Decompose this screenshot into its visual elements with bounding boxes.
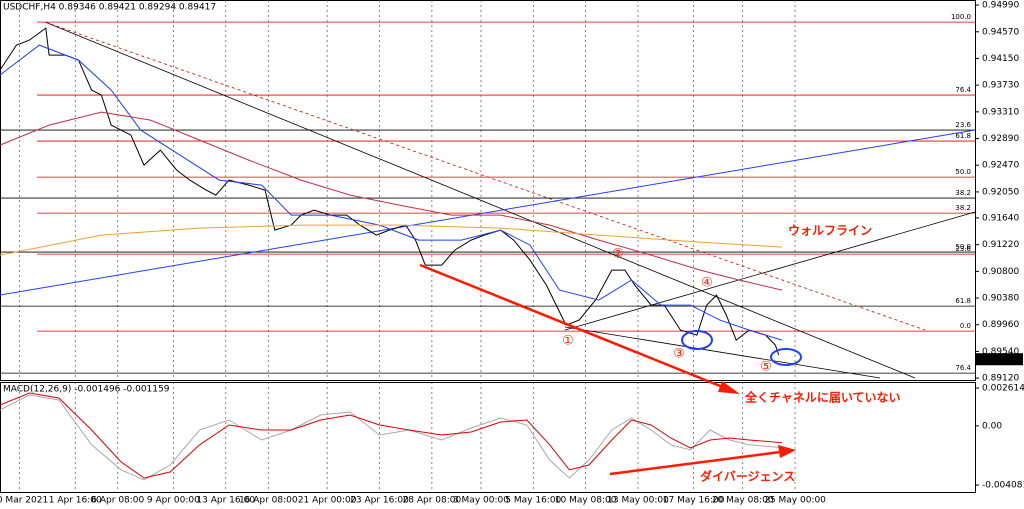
fib-label: 38.2 bbox=[955, 189, 971, 197]
y-tick-label: 0.90380 bbox=[982, 294, 1019, 304]
fib-label: 50.0 bbox=[955, 243, 971, 251]
y-tick-label: 0.00 bbox=[982, 421, 1002, 431]
fib-label: 61.8 bbox=[955, 132, 971, 140]
annotation: ウォルフライン bbox=[788, 224, 872, 238]
frame bbox=[0, 0, 976, 381]
annotation: ダイバージェンス bbox=[700, 469, 795, 484]
series-line bbox=[0, 224, 783, 256]
wave-label: ⑤ bbox=[760, 360, 772, 375]
x-tick-label: 9 Apr 00:00 bbox=[147, 496, 200, 506]
y-tick-label: 0.93730 bbox=[982, 81, 1019, 91]
fib-label: 23.6 bbox=[955, 121, 971, 129]
x-tick-label: 5 May 16:00 bbox=[505, 496, 561, 506]
x-tick-label: 1 Apr 16:00 bbox=[49, 496, 102, 506]
x-tick-label: 21 Apr 00:00 bbox=[298, 496, 357, 506]
y-tick-label: 0.92470 bbox=[982, 161, 1019, 171]
fib-label: 23.6 bbox=[955, 245, 971, 253]
fib-label: 61.8 bbox=[955, 297, 971, 305]
highlight bbox=[770, 348, 802, 366]
series-line bbox=[0, 44, 783, 341]
annotation: 全くチャネルに届いていない bbox=[744, 390, 901, 405]
y-tick-label: 0.92050 bbox=[982, 187, 1019, 197]
wave-label: ① bbox=[562, 334, 574, 349]
plot bbox=[0, 27, 783, 481]
price-label: 0.89417 bbox=[982, 355, 1019, 365]
fib-label: 100.0 bbox=[951, 13, 971, 21]
trend-line bbox=[44, 21, 916, 379]
y-tick-label: 0.92890 bbox=[982, 134, 1019, 144]
wolfe-line bbox=[564, 211, 976, 331]
x-tick-label: 20 May 08:00 bbox=[712, 496, 774, 506]
arrow bbox=[419, 263, 726, 390]
chart-title: USDCHF,H4 0.89346 0.89421 0.89294 0.8941… bbox=[3, 3, 216, 13]
x-tick-label: 3 May 00:00 bbox=[453, 496, 509, 506]
y-tick-label: 0.002614 bbox=[982, 384, 1024, 394]
x-tick-label: 16 Apr 08:00 bbox=[239, 496, 298, 506]
x-tick-label: 6 Apr 08:00 bbox=[91, 496, 144, 506]
x-tick-label: 13 May 00:00 bbox=[607, 496, 669, 506]
arrow-head bbox=[718, 381, 740, 394]
arrow-head bbox=[778, 445, 796, 458]
highlight bbox=[681, 330, 713, 350]
series-line bbox=[0, 394, 783, 481]
y-tick-label: 0.89120 bbox=[982, 374, 1019, 384]
fib-label: 0.0 bbox=[960, 322, 971, 330]
fib-label: 38.2 bbox=[955, 204, 971, 212]
y-tick-label: 0.89540 bbox=[982, 347, 1019, 357]
wave-label: ② bbox=[612, 247, 624, 262]
y-tick-label: 0.94150 bbox=[982, 54, 1019, 64]
grid: 100.0 76.4 61.8 50.0 38.2 23.6 0.0 23.6 38.2 50.0… bbox=[0, 0, 979, 493]
x-tick-label: 30 Mar 2021 bbox=[0, 496, 48, 506]
y-tick-label: 0.91220 bbox=[982, 240, 1019, 250]
y-tick-label: 0.94990 bbox=[982, 1, 1019, 11]
x-tick-label: 25 May 00:00 bbox=[764, 496, 826, 506]
wave-label: ④ bbox=[701, 276, 713, 291]
x-tick-label: 10 May 08:00 bbox=[555, 496, 617, 506]
fib-label: 76.4 bbox=[955, 364, 971, 372]
price-box bbox=[976, 353, 1023, 366]
fib-label: 50.0 bbox=[955, 168, 971, 176]
fib-label: 76.4 bbox=[955, 86, 971, 94]
y-tick-label: 0.91640 bbox=[982, 213, 1019, 223]
y-tick-label: 0.90800 bbox=[982, 267, 1019, 277]
frame bbox=[0, 382, 976, 493]
y-tick-label: 0.94570 bbox=[982, 27, 1019, 37]
x-tick-label: 28 Apr 08:00 bbox=[403, 496, 462, 506]
y-tick-label: 0.93310 bbox=[982, 107, 1019, 117]
chart-title: MACD(12,26,9) -0.001496 -0.001159 bbox=[3, 385, 170, 395]
y-tick-label: -0.004081 bbox=[982, 481, 1024, 491]
y-tick-label: 0.89960 bbox=[982, 320, 1019, 330]
trend-line bbox=[0, 129, 976, 296]
series-line bbox=[0, 392, 783, 479]
trend-line bbox=[564, 326, 881, 379]
x-tick-label: 13 Apr 16:00 bbox=[196, 496, 255, 506]
trend-line bbox=[44, 21, 926, 331]
wave-label: ③ bbox=[673, 347, 685, 362]
x-tick-label: 17 May 16:00 bbox=[663, 496, 725, 506]
series-line bbox=[0, 111, 783, 291]
arrow bbox=[609, 450, 781, 476]
x-tick-label: 23 Apr 16:00 bbox=[350, 496, 409, 506]
